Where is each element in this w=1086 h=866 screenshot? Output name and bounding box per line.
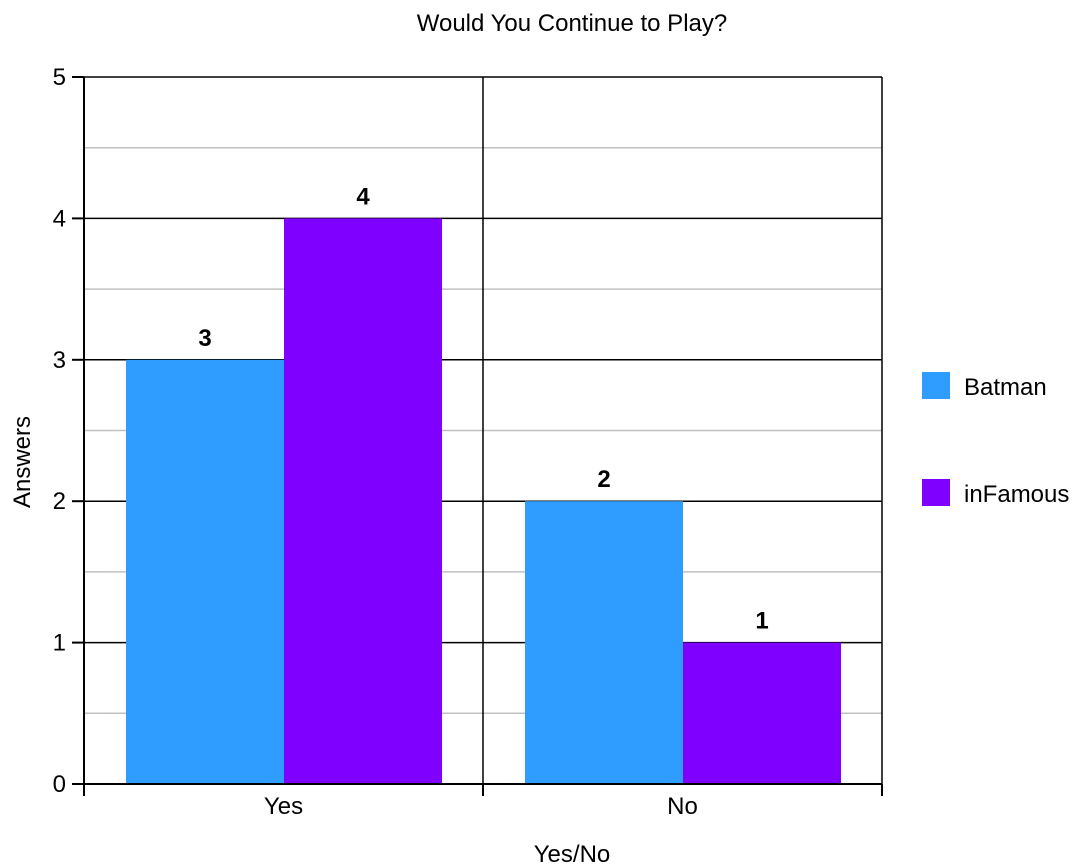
y-tick-label: 0 bbox=[53, 771, 66, 798]
bar-batman-yes bbox=[126, 359, 284, 784]
legend-label-infamous: inFamous bbox=[964, 481, 1069, 508]
legend-label-batman: Batman bbox=[964, 374, 1047, 401]
y-tick-label: 1 bbox=[53, 630, 66, 657]
legend-swatch-infamous bbox=[922, 479, 950, 506]
legend-swatch-batman bbox=[922, 372, 950, 399]
bars bbox=[126, 218, 841, 784]
y-tick-label: 4 bbox=[53, 205, 66, 232]
data-labels: 3 4 2 1 bbox=[198, 183, 768, 634]
bar-infamous-no bbox=[683, 642, 841, 784]
legend: Batman inFamous bbox=[922, 372, 1069, 508]
x-tick-label: No bbox=[667, 793, 698, 820]
data-label: 1 bbox=[755, 608, 768, 635]
y-tick-label: 5 bbox=[53, 64, 66, 91]
y-tick-label: 3 bbox=[53, 347, 66, 374]
x-tick-label: Yes bbox=[264, 793, 303, 820]
data-label: 3 bbox=[198, 325, 211, 352]
y-axis-title: Answers bbox=[9, 416, 36, 508]
data-label: 2 bbox=[597, 466, 610, 493]
bar-infamous-yes bbox=[284, 218, 442, 784]
axes: 0 1 2 3 4 5 Yes No bbox=[53, 64, 883, 820]
data-label: 4 bbox=[356, 183, 370, 210]
bar-batman-no bbox=[525, 501, 683, 784]
chart-title: Would You Continue to Play? bbox=[417, 10, 727, 37]
x-axis-title: Yes/No bbox=[534, 841, 611, 866]
y-tick-label: 2 bbox=[53, 488, 66, 515]
